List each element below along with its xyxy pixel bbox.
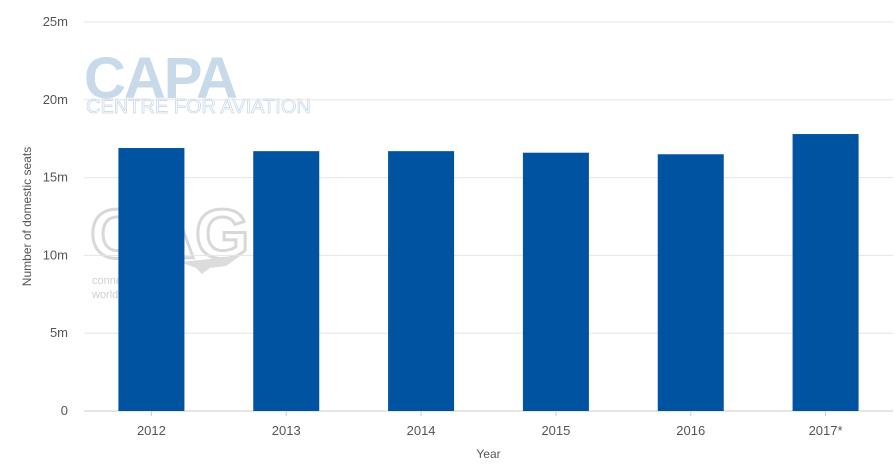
airplane-icon	[180, 256, 240, 274]
bar[interactable]	[253, 151, 320, 411]
y-tick-label: 10m	[43, 247, 68, 262]
bar[interactable]	[792, 134, 859, 412]
y-tick-label: 20m	[43, 92, 68, 107]
bar[interactable]	[522, 152, 589, 412]
x-tick-label: 2012	[137, 423, 166, 438]
capa-watermark: CAPA CENTRE FOR AVIATION	[84, 46, 311, 118]
gridlines	[84, 21, 893, 412]
x-tick-label: 2017*	[809, 423, 843, 438]
y-tick-label: 25m	[43, 14, 68, 29]
x-tick-label: 2014	[407, 423, 436, 438]
y-axis-title: Number of domestic seats	[20, 147, 34, 286]
y-tick-label: 15m	[43, 170, 68, 185]
bar[interactable]	[388, 151, 455, 411]
y-tick-label: 0	[61, 403, 68, 418]
x-tick-label: 2015	[541, 423, 570, 438]
capa-subtitle-text: CENTRE FOR AVIATION	[86, 96, 311, 118]
x-tick-label: 2016	[676, 423, 705, 438]
bar[interactable]	[657, 154, 724, 411]
x-tick-labels: 2012 2013 2014 2015 2016 2017*	[137, 411, 843, 438]
y-tick-labels: 0 5m 10m 15m 20m 25m	[43, 14, 68, 418]
y-tick-label: 5m	[50, 325, 68, 340]
x-tick-label: 2013	[272, 423, 301, 438]
bars	[118, 134, 859, 412]
x-axis-title: Year	[476, 447, 500, 461]
bar[interactable]	[118, 148, 185, 411]
